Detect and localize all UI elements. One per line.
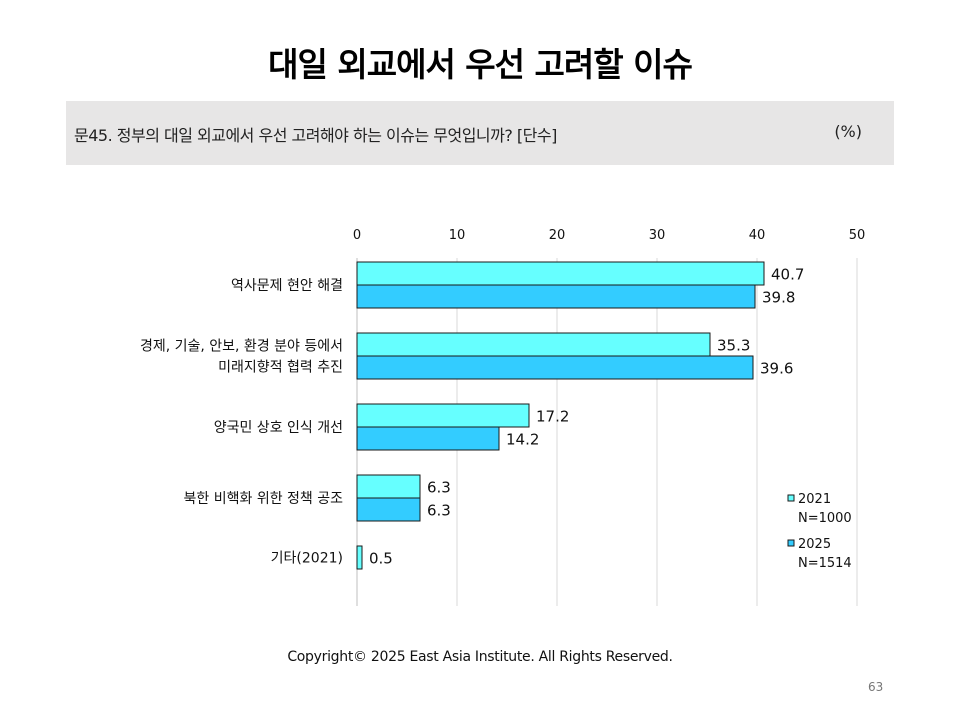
question-bar: 문45. 정부의 대일 외교에서 우선 고려해야 하는 이슈는 무엇입니까? [… [66, 101, 894, 165]
bar [356, 284, 756, 309]
legend-label: N=1000 [798, 511, 852, 526]
bar [356, 261, 765, 286]
bar [356, 474, 421, 499]
x-tick-label: 20 [549, 228, 566, 243]
x-tick-label: 30 [649, 228, 666, 243]
legend-swatch [787, 494, 795, 502]
legend-label: N=1514 [798, 556, 852, 571]
x-tick-label: 10 [449, 228, 466, 243]
data-label: 14.2 [506, 431, 539, 449]
bar [356, 332, 711, 357]
data-label: 6.3 [427, 479, 451, 497]
category-label: 북한 비핵화 위한 정책 공조 [184, 491, 344, 507]
page-title: 대일 외교에서 우선 고려할 이슈 [268, 45, 693, 84]
unit-label: (%) [834, 122, 862, 141]
category-label: 미래지향적 협력 추진 [218, 360, 343, 376]
legend-swatch [787, 539, 795, 547]
bar [356, 403, 530, 428]
legend-label: 2021 [798, 492, 831, 507]
category-label: 역사문제 현안 해결 [231, 278, 343, 294]
bar [356, 497, 421, 522]
bar [356, 426, 500, 451]
category-label: 경제, 기술, 안보, 환경 분야 등에서 [140, 339, 343, 355]
data-label: 17.2 [536, 408, 569, 426]
data-label: 0.5 [369, 550, 393, 568]
category-label: 기타(2021) [271, 551, 343, 567]
x-tick-label: 40 [749, 228, 766, 243]
page-number: 63 [868, 680, 884, 694]
bar [356, 355, 754, 380]
legend-label: 2025 [798, 537, 831, 552]
data-label: 6.3 [427, 502, 451, 520]
bar [356, 545, 363, 570]
x-tick-label: 50 [849, 228, 866, 243]
data-label: 40.7 [771, 266, 804, 284]
data-label: 35.3 [717, 337, 750, 355]
x-tick-label: 0 [353, 228, 361, 243]
category-label: 양국민 상호 인식 개선 [214, 420, 343, 436]
question-text: 문45. 정부의 대일 외교에서 우선 고려해야 하는 이슈는 무엇입니까? [… [74, 126, 557, 145]
data-label: 39.8 [762, 289, 795, 307]
data-label: 39.6 [760, 360, 793, 378]
copyright-notice: Copyright© 2025 East Asia Institute. All… [287, 649, 673, 665]
